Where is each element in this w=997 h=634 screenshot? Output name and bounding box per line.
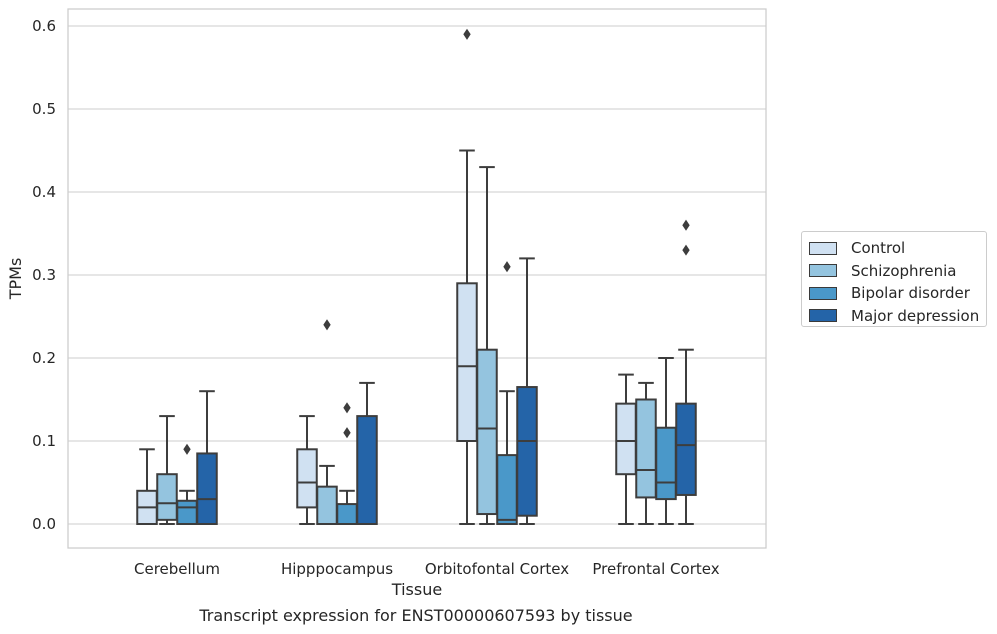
legend-item-control: Control <box>802 237 986 260</box>
box-control <box>296 415 318 525</box>
box-iqr <box>496 454 518 525</box>
box-bipolar-disorder <box>496 261 518 525</box>
y-axis-ticks: 0.0 0.1 0.2 0.3 0.4 0.5 0.6 <box>32 17 56 533</box>
outlier-marker <box>323 319 331 331</box>
legend-item-bipolar-disorder: Bipolar disorder <box>802 282 986 305</box>
box-iqr <box>296 448 318 509</box>
box-iqr <box>456 282 478 442</box>
legend: Control Schizophrenia Bipolar disorder M… <box>801 231 987 327</box>
box-schizophrenia <box>476 166 498 525</box>
box-iqr <box>156 473 178 521</box>
box-iqr <box>336 503 358 525</box>
y-tick-label: 0.4 <box>32 183 56 201</box>
box-bipolar-disorder <box>176 443 198 526</box>
y-tick-label: 0.3 <box>32 266 56 284</box>
box-iqr <box>675 402 697 496</box>
box-iqr <box>516 386 538 517</box>
box-major-depression <box>516 257 538 525</box>
box-iqr <box>196 452 218 526</box>
box-iqr <box>476 348 498 516</box>
outlier-marker <box>343 427 351 439</box>
y-tick-label: 0.0 <box>32 515 56 533</box>
legend-label-bipolar-disorder: Bipolar disorder <box>851 284 970 303</box>
x-tick-label: Hipppocampus <box>281 560 393 578</box>
outlier-marker <box>343 402 351 414</box>
legend-swatch-bipolar-disorder <box>809 286 837 300</box>
box-iqr <box>655 426 677 501</box>
x-axis-label: Tissue <box>391 580 442 599</box>
legend-swatch-schizophrenia <box>809 264 837 278</box>
y-tick-label: 0.2 <box>32 349 56 367</box>
legend-item-major-depression: Major depression <box>802 305 986 328</box>
box-bipolar-disorder <box>655 357 677 525</box>
y-axis-label: TPMs <box>6 258 25 301</box>
boxes <box>136 28 697 526</box>
figure-caption: Transcript expression for ENST0000060759… <box>199 606 633 625</box>
x-tick-label: Cerebellum <box>134 560 220 578</box>
box-iqr <box>356 415 378 526</box>
legend-label-major-depression: Major depression <box>851 306 980 325</box>
box-iqr <box>176 499 198 526</box>
x-axis-ticks: Cerebellum Hipppocampus Orbitofontal Corte… <box>134 560 720 578</box>
y-tick-label: 0.6 <box>32 17 56 35</box>
x-tick-label: Orbitofontal Cortex <box>425 560 569 578</box>
legend-swatch-major-depression <box>809 309 837 323</box>
outlier-marker <box>503 261 511 273</box>
legend-item-schizophrenia: Schizophrenia <box>802 260 986 283</box>
box-control <box>615 373 637 525</box>
box-schizophrenia <box>316 319 338 525</box>
box-control <box>136 448 158 525</box>
outlier-marker <box>183 443 191 455</box>
gridlines <box>68 25 766 525</box>
box-iqr <box>615 402 637 476</box>
outlier-marker <box>682 219 690 231</box>
box-iqr <box>316 485 338 525</box>
box-schizophrenia <box>156 415 178 525</box>
box-major-depression <box>196 390 218 526</box>
outlier-marker <box>682 244 690 256</box>
legend-swatch-control <box>809 241 837 255</box>
box-control <box>456 28 478 525</box>
legend-label-schizophrenia: Schizophrenia <box>851 261 957 280</box>
y-tick-label: 0.1 <box>32 432 56 450</box>
legend-label-control: Control <box>851 239 906 258</box>
box-iqr <box>635 398 657 499</box>
box-bipolar-disorder <box>336 402 358 525</box>
x-tick-label: Prefrontal Cortex <box>592 560 719 578</box>
outlier-marker <box>463 28 471 40</box>
box-major-depression <box>675 219 697 525</box>
box-major-depression <box>356 381 378 526</box>
box-schizophrenia <box>635 381 657 525</box>
y-tick-label: 0.5 <box>32 100 56 118</box>
plot-area-frame <box>67 8 767 549</box>
